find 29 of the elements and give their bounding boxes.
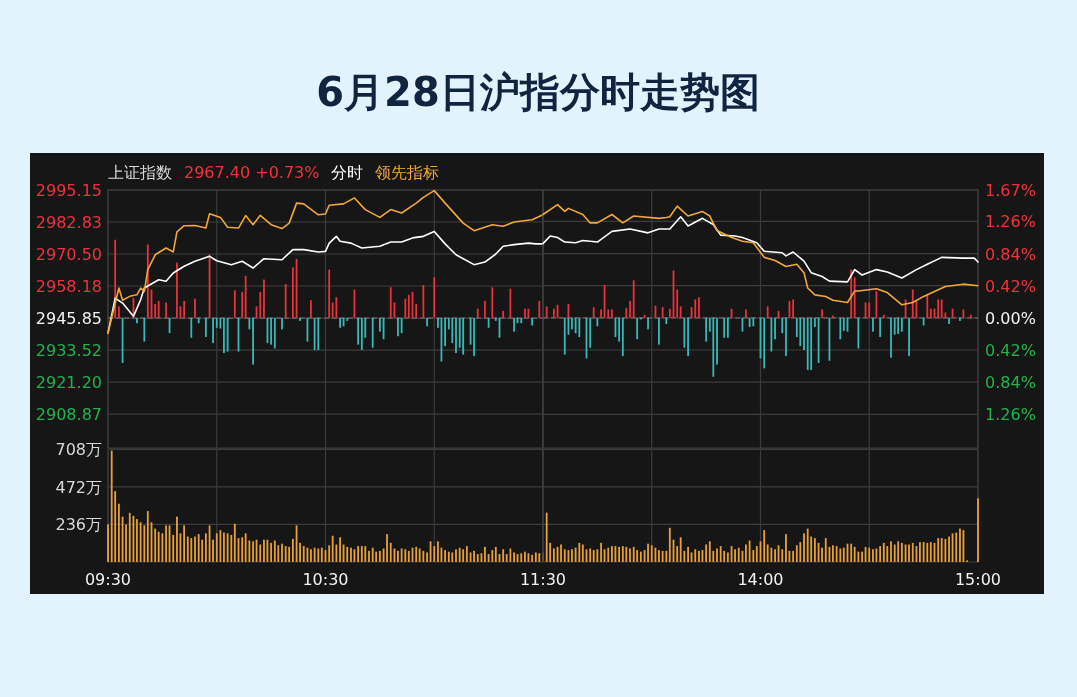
y2-tick-label: 1.26% <box>985 405 1036 425</box>
y-tick-label: 2958.18 <box>35 277 102 297</box>
y-tick-label: 708万 <box>55 440 102 460</box>
y2-tick-label: 0.00% <box>985 308 1036 328</box>
chart-subtitle: 上证指数 <box>108 163 172 182</box>
y2-tick-label: 1.26% <box>985 212 1036 232</box>
y2-tick-label: 0.84% <box>985 244 1036 264</box>
y-tick-label: 2945.85 <box>35 309 102 329</box>
y2-tick-label: 0.42% <box>985 276 1036 296</box>
y-tick-label: 2982.83 <box>35 212 102 232</box>
y2-tick-label: 0.42% <box>985 341 1036 361</box>
y-tick-label: 2933.52 <box>35 341 102 361</box>
x-tick-label: 10:30 <box>302 570 349 589</box>
y2-tick-label: 0.84% <box>985 373 1036 393</box>
y-tick-label: 2995.15 <box>35 181 102 200</box>
y-tick-label: 472万 <box>55 477 102 497</box>
x-tick-label: 14:00 <box>737 570 784 589</box>
x-tick-label: 15:00 <box>954 570 1002 589</box>
chart-title: 6月28日沪指分时走势图 <box>316 69 760 115</box>
x-tick-label: 09:30 <box>84 570 132 589</box>
y-tick-label: 2908.87 <box>35 405 102 425</box>
series-label: 领先指标 <box>375 163 440 182</box>
text: 2967.40 +0.73% <box>184 163 320 182</box>
x-tick-label: 11:30 <box>519 570 567 589</box>
y-tick-label: 2921.20 <box>35 373 102 393</box>
y-tick-label: 236万 <box>55 515 102 535</box>
text: 分时 <box>331 163 364 182</box>
y-tick-label: 2970.50 <box>35 245 102 265</box>
y2-tick-label: 1.67% <box>985 181 1036 200</box>
